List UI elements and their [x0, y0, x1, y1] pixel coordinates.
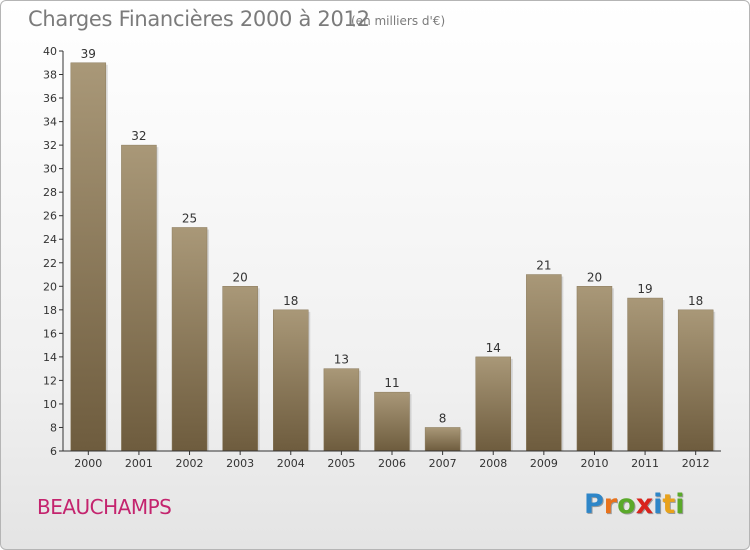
logo-letter: o — [617, 489, 636, 520]
y-tick-label: 6 — [50, 445, 57, 458]
x-tick-label: 2012 — [682, 457, 710, 470]
x-tick-label: 2009 — [530, 457, 558, 470]
bar-2004 — [273, 309, 309, 452]
bar-2012 — [677, 309, 714, 452]
chart-subtitle: (en milliers d'€) — [351, 14, 446, 28]
y-tick-label: 12 — [43, 374, 57, 387]
y-tick-label: 36 — [43, 92, 57, 105]
bar-2007 — [424, 427, 461, 452]
logo-letter: P — [584, 489, 604, 520]
bar-2002 — [171, 227, 208, 452]
data-label: 20 — [233, 270, 248, 284]
x-tick-label: 2011 — [631, 457, 659, 470]
data-label: 20 — [587, 270, 602, 284]
x-tick-label: 2007 — [429, 457, 457, 470]
y-tick-label: 30 — [43, 163, 57, 176]
y-tick-label: 38 — [43, 69, 57, 82]
x-tick-label: 2004 — [277, 457, 305, 470]
y-tick-label: 20 — [43, 280, 57, 293]
bar-2006 — [374, 391, 410, 452]
y-tick-label: 24 — [43, 233, 57, 246]
data-label: 18 — [688, 294, 703, 308]
data-label: 18 — [283, 294, 298, 308]
x-tick-label: 2003 — [226, 457, 254, 470]
y-tick-label: 16 — [43, 327, 57, 340]
x-tick-label: 2005 — [327, 457, 355, 470]
logo-letter: i — [675, 489, 685, 520]
bar-2005 — [323, 368, 360, 452]
data-label: 13 — [334, 353, 349, 367]
data-label: 11 — [384, 376, 399, 390]
y-tick-label: 14 — [43, 351, 57, 364]
place-name: BEAUCHAMPS — [37, 495, 172, 519]
x-tick-label: 2008 — [479, 457, 507, 470]
x-tick-label: 2010 — [580, 457, 608, 470]
proxiti-logo[interactable]: Proxiti — [584, 489, 685, 520]
logo-letter: i — [653, 489, 663, 520]
x-tick-label: 2006 — [378, 457, 406, 470]
chart-title: Charges Financières 2000 à 2012 — [28, 7, 370, 31]
y-tick-label: 40 — [43, 45, 57, 58]
y-tick-label: 8 — [50, 421, 57, 434]
data-label: 14 — [486, 341, 501, 355]
data-label: 19 — [637, 282, 652, 296]
logo-letter: r — [603, 489, 618, 520]
y-tick-label: 32 — [43, 139, 57, 152]
bar-2000 — [70, 62, 107, 452]
bar-2011 — [627, 297, 663, 452]
bar-2008 — [475, 356, 511, 452]
y-tick-label: 26 — [43, 210, 57, 223]
bar-2010 — [576, 286, 613, 452]
data-label: 32 — [131, 129, 146, 143]
logo-letter: t — [662, 489, 676, 520]
y-tick-label: 34 — [43, 116, 57, 129]
data-label: 39 — [81, 47, 96, 61]
bar-2003 — [222, 286, 258, 452]
bar-2009 — [526, 274, 562, 452]
y-tick-label: 28 — [43, 186, 57, 199]
logo-letter: x — [635, 489, 654, 520]
y-tick-label: 22 — [43, 257, 57, 270]
x-axis: 2000 2001 2002 2003 2004 2005 2006 2007 2008 2009… — [63, 450, 721, 470]
data-label: 25 — [182, 211, 197, 225]
x-tick-label: 2002 — [176, 457, 204, 470]
bars: 39 32 25 20 18 13 11 8 14 21 20 19 18 — [70, 47, 716, 452]
x-tick-label: 2001 — [125, 457, 153, 470]
y-axis: 6 8 10 12 14 16 18 20 22 24 26 28 30 32 34 36 38 40 — [43, 45, 64, 458]
data-label: 8 — [439, 411, 447, 425]
data-label: 21 — [536, 259, 551, 273]
bar-2001 — [121, 144, 157, 452]
y-tick-label: 10 — [43, 398, 57, 411]
y-tick-label: 18 — [43, 304, 57, 317]
x-tick-label: 2000 — [74, 457, 102, 470]
